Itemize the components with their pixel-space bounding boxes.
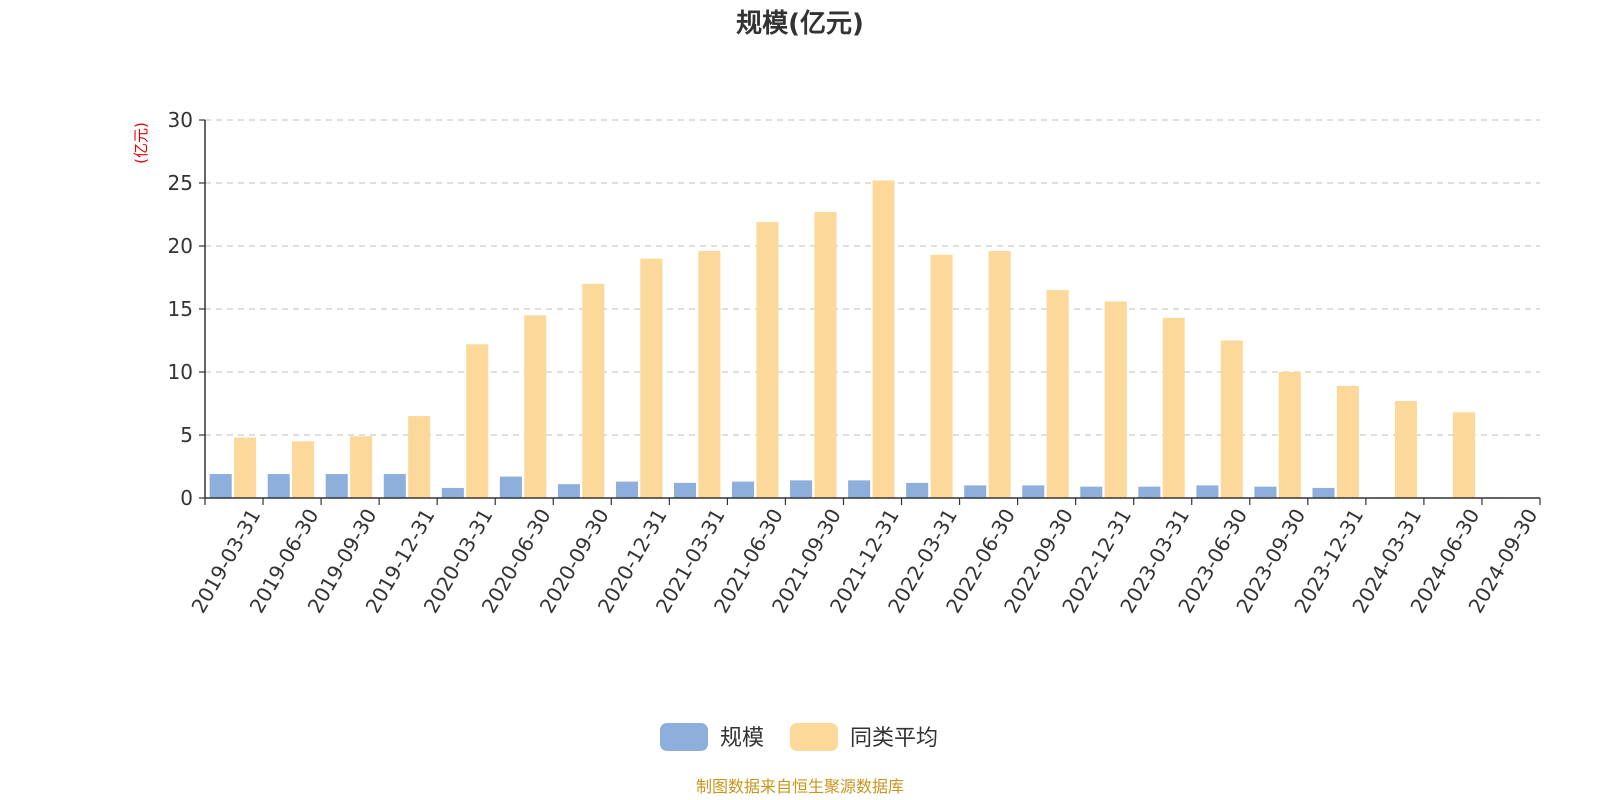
bar-scale [267, 474, 290, 498]
legend: 规模 同类平均 [660, 723, 938, 751]
bar-scale [209, 474, 232, 498]
legend-label: 同类平均 [850, 726, 938, 751]
bar-scale [906, 482, 929, 498]
bar-scale [732, 481, 755, 498]
bar-peer-average [930, 254, 953, 498]
bar-peer-average [640, 258, 663, 498]
bar-scale [383, 474, 406, 498]
y-tick-label: 20 [168, 234, 193, 258]
legend-swatch [790, 723, 838, 751]
y-tick-label: 5 [180, 423, 193, 447]
bar-scale [1196, 485, 1219, 498]
bar-peer-average [988, 251, 1011, 498]
bar-peer-average [872, 180, 895, 499]
y-axis-unit-label: (亿元) [132, 122, 150, 164]
bar-peer-average [292, 441, 315, 498]
y-tick-label: 0 [180, 486, 193, 510]
bar-peer-average [1394, 400, 1417, 498]
bar-peer-average [698, 251, 721, 498]
bar-peer-average [1452, 412, 1475, 498]
bar-scale [441, 487, 464, 498]
bar-scale [1312, 487, 1335, 498]
bar-scale [790, 480, 813, 498]
y-tick-label: 15 [168, 297, 193, 321]
bar-peer-average [408, 416, 431, 498]
bar-scale [1138, 486, 1161, 498]
bar-scale [615, 481, 639, 498]
bar-scale [673, 482, 697, 498]
bar-peer-average [1104, 301, 1127, 498]
bar-peer-average [756, 222, 779, 498]
bar-peer-average [1220, 340, 1243, 498]
chart-title: 规模(亿元) [736, 9, 864, 39]
bar-peer-average [350, 436, 373, 498]
source-note: 制图数据来自恒生聚源数据库 [696, 777, 904, 796]
y-tick-label: 25 [168, 171, 193, 195]
legend-swatch [660, 723, 708, 751]
bar-scale [1080, 486, 1103, 498]
bar-scale [557, 484, 580, 498]
grid-lines [205, 119, 1540, 436]
y-tick-label: 10 [168, 360, 193, 384]
bars [209, 180, 1534, 499]
bar-peer-average [1046, 290, 1069, 498]
y-tick-label: 30 [168, 108, 193, 132]
bar-peer-average [814, 211, 837, 499]
bar-scale [848, 480, 871, 498]
bar-peer-average [234, 437, 257, 498]
bar-peer-average [582, 283, 605, 498]
bar-peer-average [524, 315, 547, 498]
bar-scale [499, 476, 522, 498]
bar-scale [1254, 486, 1277, 498]
legend-label: 规模 [720, 726, 764, 751]
bar-peer-average [1162, 317, 1185, 498]
bar-scale [1022, 485, 1045, 498]
bar-peer-average [1336, 385, 1359, 498]
bar-peer-average [1278, 372, 1301, 498]
bar-peer-average [466, 344, 489, 498]
axes: 0510152025302019-03-312019-06-302019-09-… [168, 108, 1543, 617]
bar-scale [325, 474, 348, 498]
bar-scale [964, 485, 987, 498]
